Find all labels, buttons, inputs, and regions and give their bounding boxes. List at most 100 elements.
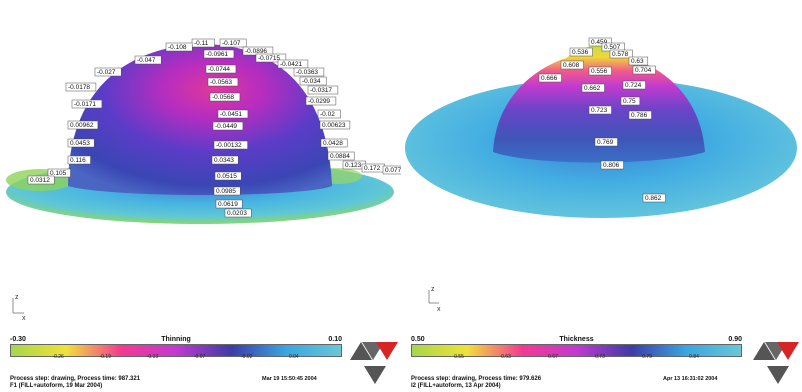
rotate-down-triangle-icon[interactable] [364, 366, 386, 384]
svg-text:x: x [437, 306, 441, 313]
svg-text:0.63: 0.63 [631, 58, 644, 65]
svg-text:-0.0896: -0.0896 [245, 48, 267, 55]
svg-text:0.0203: 0.0203 [227, 210, 247, 217]
process-step-text: Process step: drawing, Process time: 987… [10, 376, 141, 382]
value-label: 0.459 [588, 37, 612, 47]
rotate-down-triangle-icon[interactable] [767, 366, 789, 384]
value-label: -0.11 [191, 38, 215, 48]
svg-text:z: z [431, 286, 435, 293]
thinning-dome [68, 44, 332, 195]
svg-text:-0.0563: -0.0563 [210, 79, 232, 86]
legend-min-value: -0.30 [10, 336, 26, 343]
process-step-text: Process step: drawing, Process time: 979… [411, 376, 542, 382]
svg-text:-0.0171: -0.0171 [74, 101, 96, 108]
rotate-right-triangle-red-icon[interactable] [376, 342, 398, 360]
value-label: 0.0343 [211, 155, 239, 165]
legend-tick-label: -0.13 [146, 354, 159, 360]
svg-text:0.556: 0.556 [591, 68, 608, 75]
thinning-3d-view[interactable]: -0.11 -0.107-0.108-0.0961 -0.0896-0.0715-0… [0, 0, 401, 330]
thickness-panel: 0.459 0.507 0.578 0.536 0.63 0.608 0.556 0.704 0… [401, 0, 802, 392]
svg-text:0.0985: 0.0985 [216, 188, 236, 195]
value-label: -0.0299 [305, 96, 337, 106]
svg-text:-0.0421: -0.0421 [280, 61, 302, 68]
svg-text:0.0428: 0.0428 [323, 140, 343, 147]
svg-text:-0.027: -0.027 [97, 69, 116, 76]
value-label: 0.0884 [327, 151, 355, 161]
value-label: -0.0568 [209, 92, 241, 102]
value-label: 0.862 [642, 193, 666, 203]
legend-tick-label: 0.79 [642, 354, 652, 360]
value-label: 0.0453 [67, 138, 95, 148]
svg-text:0.536: 0.536 [572, 49, 589, 56]
value-label: -0.034 [299, 76, 327, 86]
value-label: -0.0715 [255, 53, 287, 63]
svg-text:0.0515: 0.0515 [217, 173, 237, 180]
value-label: 0.0776 [382, 165, 401, 175]
svg-text:0.116: 0.116 [70, 157, 86, 164]
svg-text:-0.0744: -0.0744 [208, 66, 230, 73]
value-label: -0.0317 [307, 85, 339, 95]
value-label: 0.00962 [67, 120, 99, 130]
value-label: -0.0421 [277, 59, 309, 69]
value-label: 0.769 [594, 137, 618, 147]
value-label: -0.02 [317, 109, 341, 119]
thinning-legend: -0.30 Thinning 0.10 -0.26 -0.19 -0.13 -0.07… [10, 336, 342, 360]
legend-tick-label: 0.67 [548, 354, 558, 360]
svg-text:0.662: 0.662 [584, 85, 601, 92]
legend-tick-label: -0.07 [193, 354, 206, 360]
svg-text:0.608: 0.608 [563, 62, 580, 69]
value-label: -0.108 [165, 42, 193, 52]
process-status: Process step: drawing, Process time: 987… [10, 376, 140, 389]
value-label: 0.556 [588, 66, 612, 76]
value-label: 0.0985 [213, 186, 241, 196]
svg-text:-0.047: -0.047 [137, 57, 156, 64]
svg-text:0.172: 0.172 [364, 165, 381, 172]
svg-text:-0.034: -0.034 [302, 78, 321, 85]
model-info-text: I2 (FILL+autoform, 13 Apr 2004) [411, 382, 501, 389]
svg-text:-0.108: -0.108 [168, 44, 187, 51]
svg-text:z: z [15, 294, 19, 301]
value-label: -0.047 [134, 55, 162, 65]
legend-ticks: -0.26 -0.19 -0.13 -0.07 -0.02 0.04 [11, 354, 341, 363]
svg-text:0.00962: 0.00962 [70, 122, 94, 129]
svg-text:0.0884: 0.0884 [330, 153, 350, 160]
svg-text:0.123: 0.123 [345, 162, 362, 169]
value-label: -0.0363 [293, 67, 325, 77]
svg-text:-0.0961: -0.0961 [206, 51, 228, 58]
legend-tick-label: 0.73 [595, 354, 605, 360]
svg-text:0.724: 0.724 [625, 82, 642, 89]
legend-color-bar: -0.26 -0.19 -0.13 -0.07 -0.02 0.04 [10, 344, 342, 360]
svg-text:-0.0317: -0.0317 [310, 87, 332, 94]
svg-text:0.0453: 0.0453 [70, 140, 90, 147]
svg-text:-0.107: -0.107 [222, 40, 241, 47]
axis-triad-icon: z x [428, 286, 441, 313]
value-label: 0.0312 [27, 175, 55, 185]
svg-text:0.0312: 0.0312 [30, 177, 50, 184]
value-label: 0.105 [47, 168, 71, 178]
svg-text:-0.0715: -0.0715 [258, 55, 280, 62]
svg-text:0.666: 0.666 [541, 75, 558, 82]
value-label: 0.00623 [319, 120, 351, 130]
svg-text:0.862: 0.862 [645, 195, 662, 202]
svg-text:0.0343: 0.0343 [214, 157, 234, 164]
svg-text:-0.0568: -0.0568 [212, 94, 234, 101]
legend-title: Thinning [161, 336, 191, 343]
value-label: 0.786 [628, 110, 652, 120]
legend-tick-label: 0.84 [689, 354, 699, 360]
svg-text:-0.0299: -0.0299 [308, 98, 330, 105]
value-label: 0.578 [609, 49, 633, 59]
legend-color-bar: 0.55 0.63 0.67 0.73 0.79 0.84 [411, 344, 742, 360]
svg-text:0.00623: 0.00623 [322, 122, 346, 129]
legend-title: Thickness [559, 336, 594, 343]
svg-text:0.704: 0.704 [635, 67, 652, 74]
value-label: 0.75 [620, 96, 641, 106]
legend-max-value: 0.90 [728, 336, 742, 343]
timestamp: Mar 19 15:50:45 2004 [262, 376, 317, 382]
timestamp: Apr 13 16:31:02 2004 [663, 376, 718, 382]
svg-text:-0.0178: -0.0178 [68, 84, 90, 91]
rotate-right-triangle-red-icon[interactable] [777, 342, 799, 360]
legend-max-value: 0.10 [328, 336, 342, 343]
value-label: 0.608 [560, 60, 584, 70]
